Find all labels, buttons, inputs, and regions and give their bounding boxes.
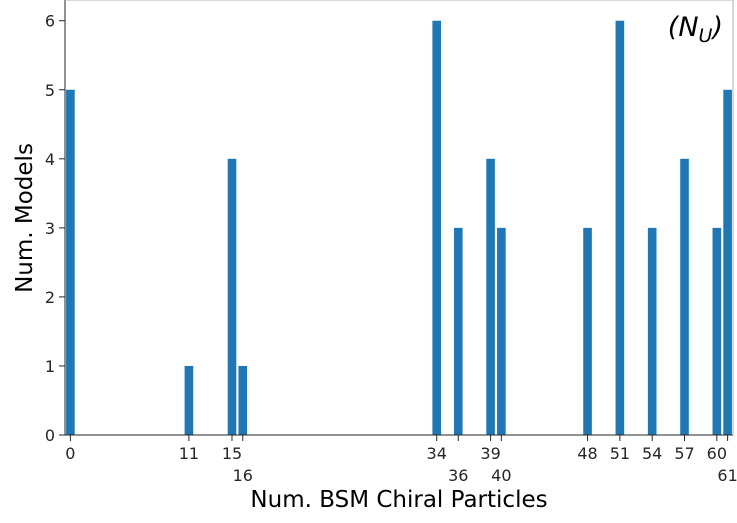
- y-tick-label: 1: [45, 357, 55, 376]
- bar-x-0: [66, 89, 75, 435]
- x-tick-label: 16: [233, 466, 253, 485]
- bar-x-36: [453, 227, 463, 435]
- x-tick-label: 60: [707, 444, 727, 463]
- y-axis-label: Num. Models: [12, 143, 38, 293]
- x-tick-label: 40: [491, 466, 511, 485]
- bar-x-40: [497, 227, 506, 435]
- x-tick-label: 51: [610, 444, 630, 463]
- chart-annotation: (NU): [668, 12, 723, 47]
- x-tick-label: 39: [480, 444, 500, 463]
- bar-x-57: [680, 158, 689, 435]
- x-tick-label: 0: [65, 444, 75, 463]
- x-tick-label: 34: [427, 444, 447, 463]
- y-tick-label: 2: [45, 288, 55, 307]
- bar-x-54: [647, 227, 657, 435]
- y-tick-label: 5: [45, 81, 55, 100]
- bar-x-16: [238, 365, 248, 435]
- x-tick-label: 48: [577, 444, 597, 463]
- bar-x-61: [723, 89, 732, 435]
- bar-x-51: [615, 20, 625, 436]
- y-tick-label: 0: [45, 426, 55, 445]
- x-axis-label: Num. BSM Chiral Particles: [250, 487, 547, 513]
- x-tick-label: 57: [674, 444, 694, 463]
- bars-group: [66, 20, 732, 436]
- bar-x-39: [486, 158, 495, 435]
- x-tick-label: 36: [448, 466, 468, 485]
- y-tick-label: 6: [45, 12, 55, 31]
- x-tick-label: 54: [642, 444, 662, 463]
- bar-x-60: [712, 227, 722, 435]
- y-tick-label: 4: [45, 150, 55, 169]
- x-tick-label: 61: [717, 466, 737, 485]
- y-tick-label: 3: [45, 219, 55, 238]
- bar-x-15: [227, 158, 237, 435]
- bar-x-34: [432, 20, 442, 436]
- bar-x-48: [583, 227, 592, 435]
- bar-x-11: [184, 365, 194, 435]
- x-tick-label: 15: [222, 444, 242, 463]
- axes-frame: [64, 0, 734, 436]
- x-tick-label: 11: [179, 444, 199, 463]
